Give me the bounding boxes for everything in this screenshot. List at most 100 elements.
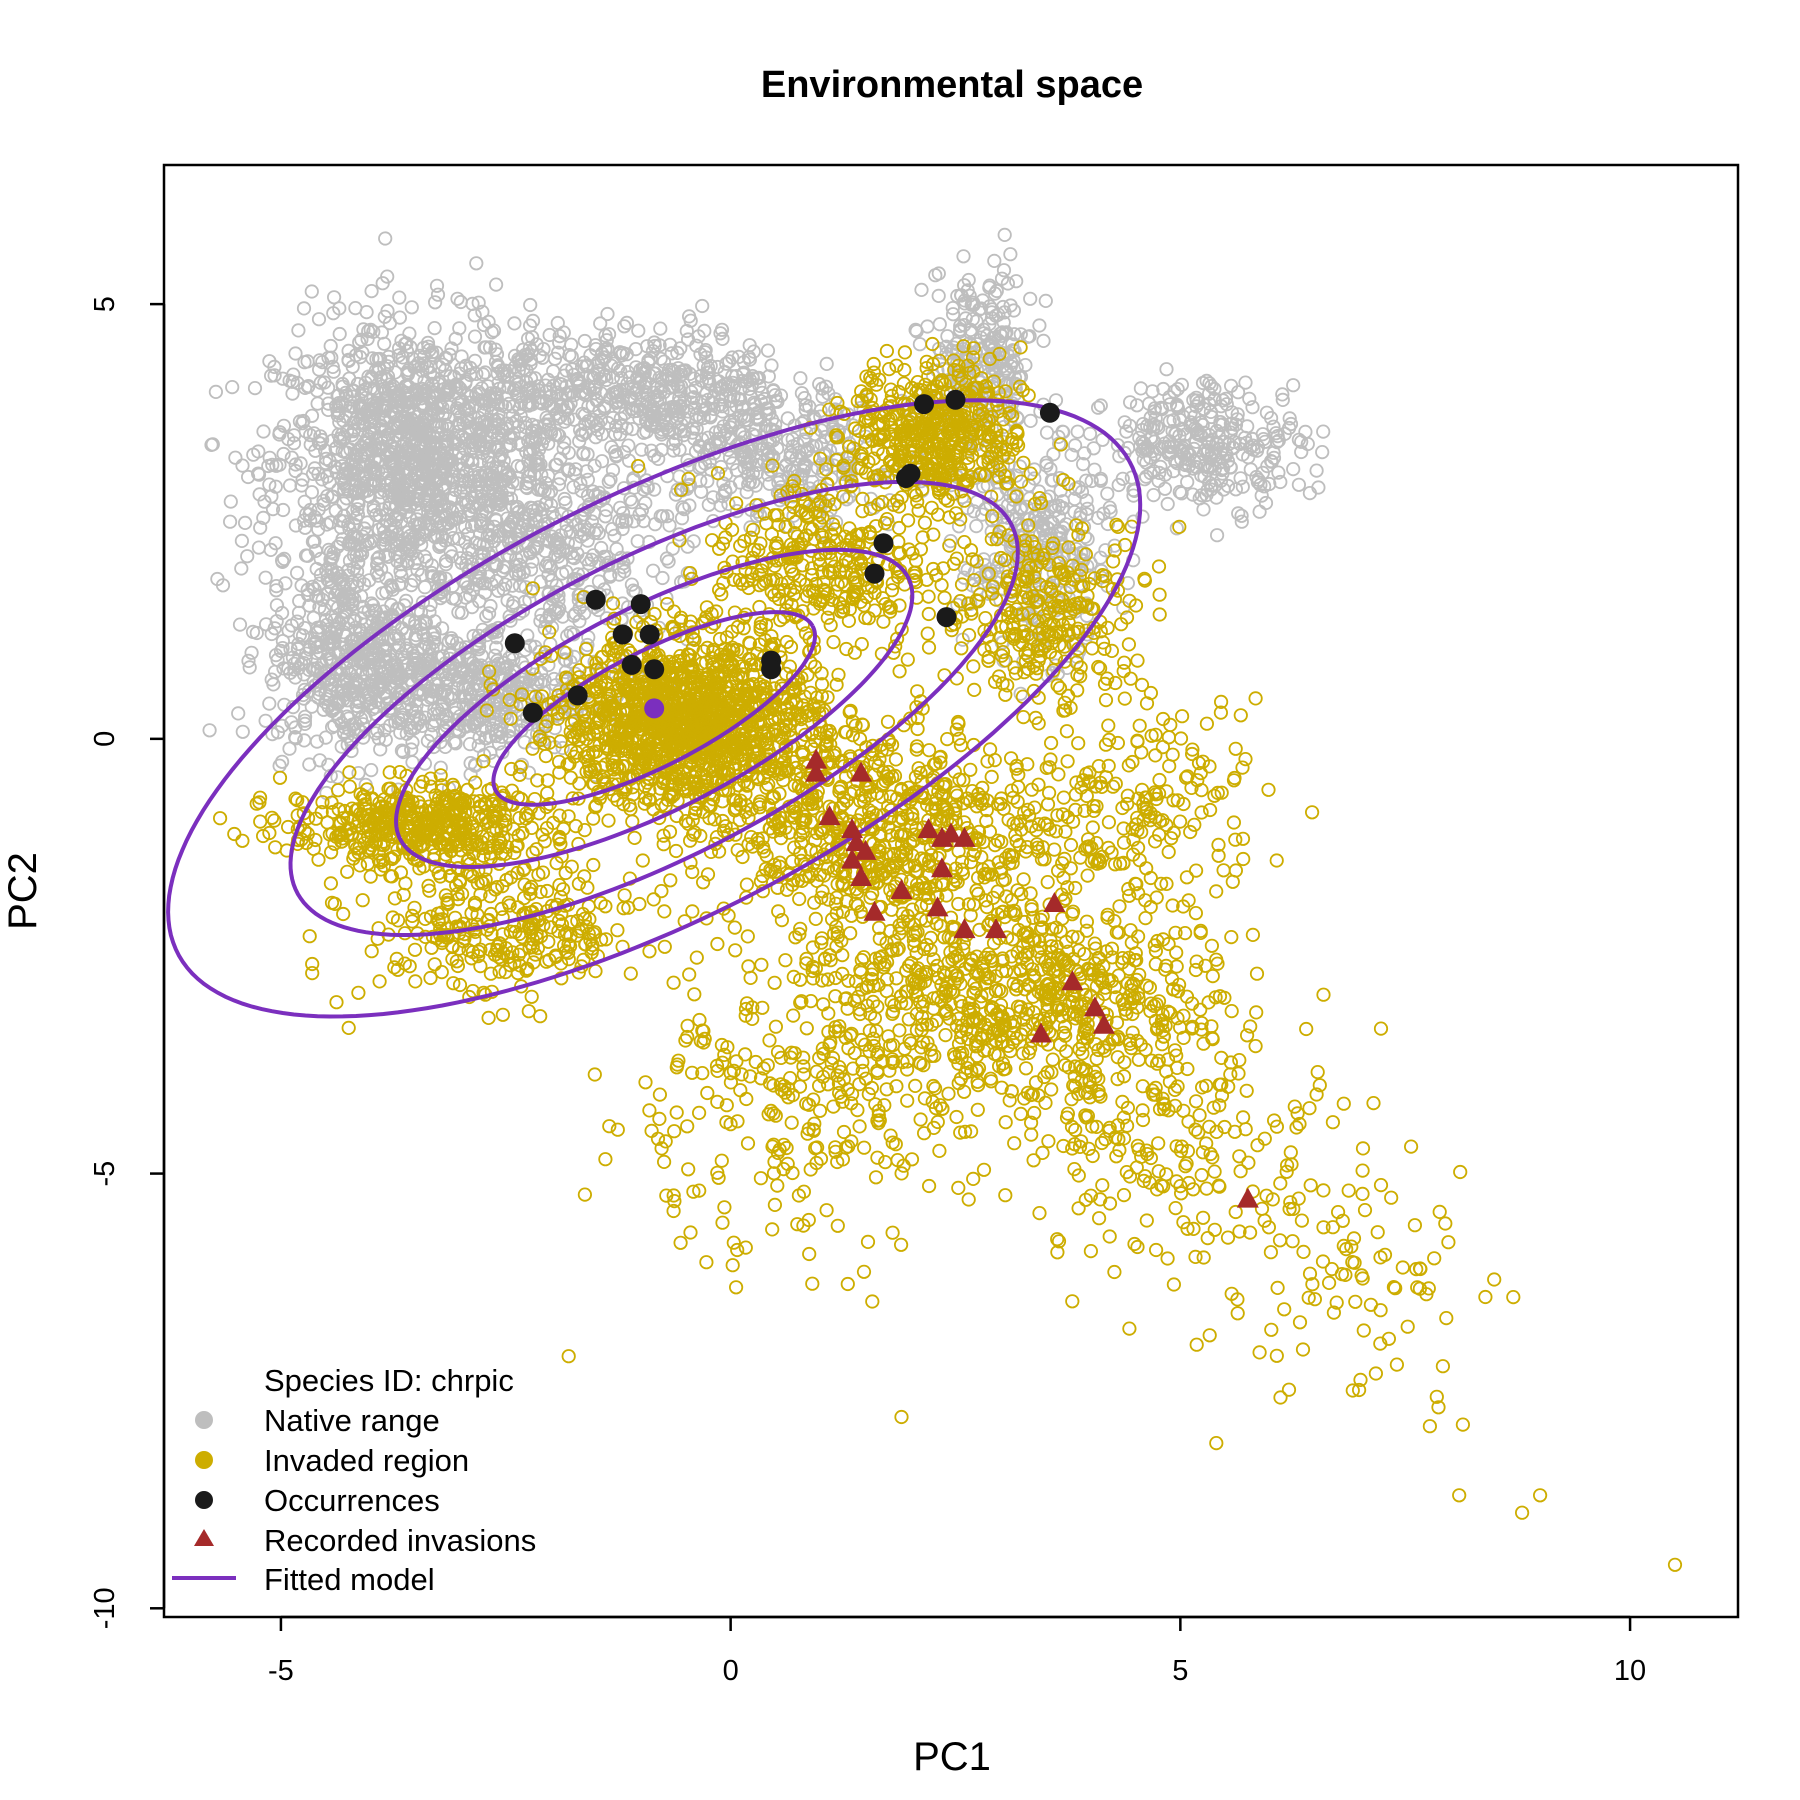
native-range-point bbox=[288, 670, 303, 685]
native-range-point bbox=[296, 513, 312, 528]
native-range-point bbox=[346, 424, 361, 439]
native-range-point bbox=[345, 632, 360, 648]
native-range-point bbox=[1023, 413, 1038, 428]
native-range-point bbox=[920, 319, 935, 334]
native-range-point bbox=[257, 494, 272, 509]
native-range-point bbox=[374, 418, 389, 433]
native-range-point bbox=[312, 753, 327, 768]
native-range-point bbox=[645, 563, 661, 578]
native-range-points bbox=[202, 227, 1331, 801]
native-range-point bbox=[263, 542, 278, 558]
native-range-point bbox=[407, 573, 422, 588]
native-range-point bbox=[1039, 425, 1055, 440]
native-range-point bbox=[262, 354, 277, 369]
native-range-point bbox=[442, 347, 457, 362]
native-range-point bbox=[304, 284, 319, 299]
native-range-point bbox=[931, 288, 946, 303]
native-range-point bbox=[350, 555, 366, 571]
chart-title: Environmental space bbox=[761, 64, 1143, 106]
native-range-point bbox=[208, 384, 223, 399]
native-range-point bbox=[322, 689, 337, 704]
native-range-point bbox=[393, 564, 408, 579]
native-range-point bbox=[380, 303, 395, 319]
native-range-point bbox=[1157, 481, 1173, 496]
native-range-point bbox=[348, 680, 363, 695]
native-range-point bbox=[1036, 333, 1051, 348]
native-range-point bbox=[289, 565, 305, 581]
native-range-point bbox=[274, 553, 290, 568]
native-range-point bbox=[258, 617, 274, 632]
native-range-point bbox=[202, 723, 217, 738]
native-range-point bbox=[262, 696, 277, 711]
native-range-point bbox=[332, 301, 347, 316]
native-range-point bbox=[415, 363, 430, 378]
native-range-point bbox=[269, 583, 284, 598]
native-range-point bbox=[326, 290, 342, 305]
native-range-point bbox=[600, 306, 615, 322]
native-range-point bbox=[591, 526, 606, 541]
native-range-point bbox=[353, 448, 368, 463]
native-range-point bbox=[793, 371, 808, 386]
native-range-point bbox=[364, 283, 379, 299]
native-range-point bbox=[267, 368, 282, 383]
native-range-point bbox=[355, 666, 370, 681]
native-range-point bbox=[443, 522, 458, 537]
native-range-point bbox=[305, 579, 320, 594]
native-range-point bbox=[439, 383, 455, 398]
native-range-point bbox=[395, 439, 410, 454]
native-range-point bbox=[453, 294, 468, 310]
native-range-point bbox=[404, 450, 419, 465]
native-range-point bbox=[336, 496, 351, 511]
native-range-point bbox=[361, 323, 376, 339]
native-range-point bbox=[427, 320, 442, 336]
native-range-point bbox=[331, 646, 346, 662]
native-range-point bbox=[653, 321, 668, 336]
native-range-point bbox=[969, 518, 984, 534]
native-range-point bbox=[294, 578, 309, 593]
native-range-point bbox=[370, 723, 385, 738]
native-range-point bbox=[1009, 274, 1024, 289]
native-range-point bbox=[366, 503, 381, 518]
native-range-point bbox=[478, 340, 494, 355]
native-range-point bbox=[352, 335, 367, 350]
native-range-point bbox=[350, 376, 365, 392]
native-range-point bbox=[388, 519, 403, 535]
native-range-point bbox=[275, 640, 290, 656]
native-range-point bbox=[401, 363, 416, 378]
native-range-point bbox=[1146, 487, 1161, 503]
native-range-point bbox=[297, 713, 312, 728]
native-range-point bbox=[261, 458, 276, 474]
native-range-point bbox=[341, 517, 356, 532]
native-range-point bbox=[413, 438, 428, 453]
native-range-point bbox=[465, 452, 480, 468]
native-range-point bbox=[360, 488, 376, 504]
native-range-point bbox=[1286, 461, 1301, 477]
native-range-point bbox=[311, 362, 327, 377]
native-range-point bbox=[1070, 424, 1085, 439]
native-range-point bbox=[277, 551, 292, 567]
native-range-point bbox=[415, 595, 430, 610]
native-range-point bbox=[262, 450, 277, 465]
native-range-point bbox=[1315, 444, 1330, 460]
native-range-point bbox=[290, 642, 305, 657]
native-range-point bbox=[364, 596, 379, 611]
native-range-point bbox=[1159, 362, 1174, 377]
native-range-point bbox=[368, 363, 383, 378]
native-range-point bbox=[276, 418, 291, 433]
native-range-point bbox=[533, 482, 549, 497]
native-range-point bbox=[523, 297, 538, 313]
native-range-point bbox=[383, 524, 398, 539]
native-range-point bbox=[1316, 424, 1331, 439]
native-range-point bbox=[1196, 502, 1211, 517]
native-range-point bbox=[577, 333, 592, 349]
native-range-point bbox=[378, 547, 393, 563]
native-range-point bbox=[296, 301, 312, 316]
native-range-point bbox=[430, 529, 445, 544]
native-range-point bbox=[444, 453, 459, 468]
native-range-point bbox=[324, 651, 339, 667]
native-range-point bbox=[327, 613, 342, 628]
native-range-point bbox=[318, 730, 333, 745]
native-range-point bbox=[350, 538, 365, 553]
native-range-point bbox=[232, 617, 248, 632]
native-range-point bbox=[275, 633, 290, 649]
